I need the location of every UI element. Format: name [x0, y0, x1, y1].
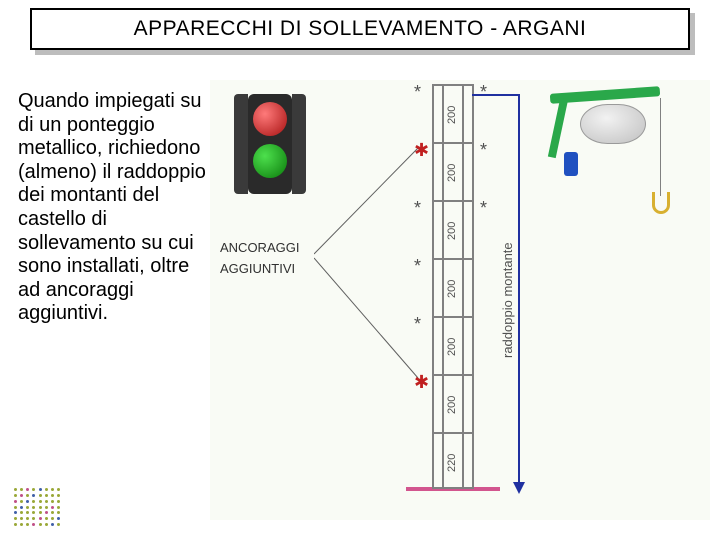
- segment-label: 200: [446, 328, 460, 366]
- green-light-icon: [253, 144, 287, 178]
- cable-line: [518, 96, 520, 486]
- segment-label: 200: [446, 154, 460, 192]
- segment-label: 200: [446, 270, 460, 308]
- segment-label: 220: [446, 444, 460, 482]
- segment-label: 200: [446, 386, 460, 424]
- anchor-label-2: AGGIUNTIVI: [220, 261, 299, 276]
- footer-logo-dots: [14, 488, 62, 528]
- anchor-marker-icon: *: [480, 198, 487, 219]
- winch-body-icon: [580, 104, 646, 144]
- cable-arrow-icon: [513, 482, 525, 494]
- anchor-label-block: ANCORAGGI AGGIUNTIVI: [220, 240, 299, 282]
- anchor-marker-icon: *: [414, 256, 421, 277]
- segment-label: 200: [446, 212, 460, 250]
- title-banner: APPARECCHI DI SOLLEVAMENTO - ARGANI: [30, 8, 690, 50]
- raddoppio-label: raddoppio montante: [500, 140, 515, 460]
- body-paragraph: Quando impiegati su di un ponteggio meta…: [18, 90, 213, 326]
- scaffold-diagram: 200 200 200 200 200 200 220: [432, 84, 476, 509]
- segment-label: 200: [446, 96, 460, 134]
- page-title: APPARECCHI DI SOLLEVAMENTO - ARGANI: [134, 17, 587, 41]
- title-box: APPARECCHI DI SOLLEVAMENTO - ARGANI: [30, 8, 690, 50]
- anchor-marker-icon: *: [480, 82, 487, 103]
- traffic-light-icon: [220, 84, 320, 204]
- anchor-marker-icon: *: [414, 314, 421, 335]
- anchor-marker-icon: *: [480, 140, 487, 161]
- anchor-marker-icon: *: [414, 198, 421, 219]
- red-light-icon: [253, 102, 287, 136]
- anchor-marker-icon: ✱: [414, 372, 429, 393]
- winch-illustration: [540, 82, 698, 222]
- anchor-marker-icon: ✱: [414, 140, 429, 161]
- anchor-label-1: ANCORAGGI: [220, 240, 299, 255]
- anchor-marker-icon: *: [414, 82, 421, 103]
- hook-icon: [652, 192, 670, 214]
- diagram-area: ANCORAGGI AGGIUNTIVI 2002002002002002002…: [210, 80, 710, 520]
